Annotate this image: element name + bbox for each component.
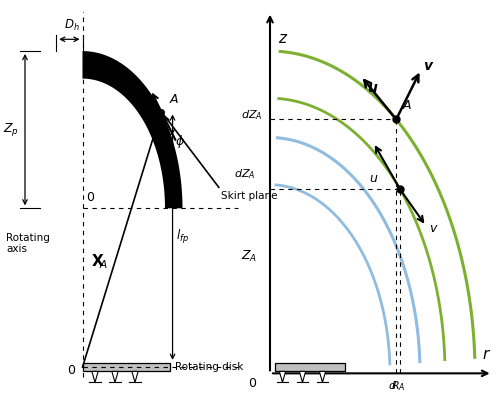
Polygon shape xyxy=(112,371,118,382)
Bar xyxy=(275,363,345,371)
Polygon shape xyxy=(320,371,326,382)
Text: Skirt plane: Skirt plane xyxy=(222,191,278,201)
Text: Rotating
axis: Rotating axis xyxy=(6,233,50,254)
Text: $v$: $v$ xyxy=(428,222,438,235)
Polygon shape xyxy=(132,371,138,382)
Text: $0$: $0$ xyxy=(86,191,96,204)
Text: $z$: $z$ xyxy=(278,31,288,46)
Text: $\mathbf{X}_{\!\!A}$: $\mathbf{X}_{\!\!A}$ xyxy=(92,253,108,272)
Text: $R_A$: $R_A$ xyxy=(392,379,406,393)
Polygon shape xyxy=(280,371,285,382)
Bar xyxy=(82,363,170,371)
Text: $r$: $r$ xyxy=(482,347,492,362)
Text: $dZ_A$: $dZ_A$ xyxy=(234,167,255,182)
Text: Rotating disk: Rotating disk xyxy=(175,362,244,372)
Text: $Z_A$: $Z_A$ xyxy=(242,249,258,264)
Polygon shape xyxy=(92,371,98,382)
Text: $A$: $A$ xyxy=(402,99,413,112)
Text: $u$: $u$ xyxy=(369,172,378,185)
Text: $\phi$: $\phi$ xyxy=(175,133,185,150)
Text: $\boldsymbol{u}$: $\boldsymbol{u}$ xyxy=(366,81,378,95)
Text: $Z_p$: $Z_p$ xyxy=(2,121,19,138)
Polygon shape xyxy=(300,371,306,382)
Text: $\boldsymbol{v}$: $\boldsymbol{v}$ xyxy=(424,59,434,73)
Text: $0$: $0$ xyxy=(248,377,258,390)
Text: $D_h$: $D_h$ xyxy=(64,18,80,33)
PathPatch shape xyxy=(82,51,182,208)
Text: $A$: $A$ xyxy=(169,93,179,106)
Text: $l_{fp}$: $l_{fp}$ xyxy=(176,228,190,246)
Text: $d$: $d$ xyxy=(388,379,398,391)
Text: $dZ_A$: $dZ_A$ xyxy=(241,108,262,122)
Text: $0$: $0$ xyxy=(67,364,76,378)
